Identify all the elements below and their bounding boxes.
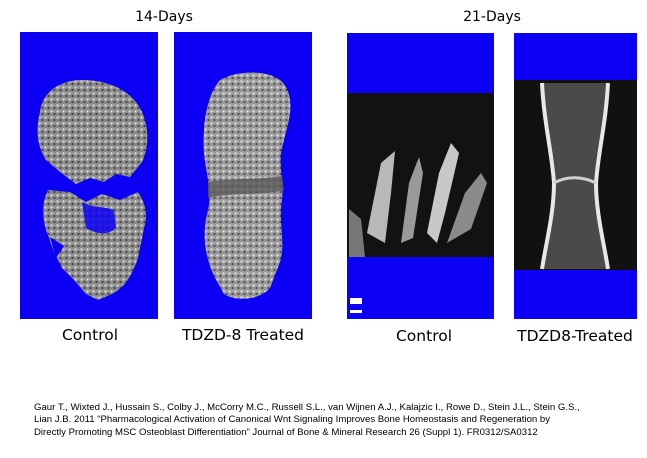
panel-21-days-control [347,33,494,319]
microct-section-21-days-treated [514,80,637,270]
label-14-days-control: Control [61,326,119,344]
group-title-14-days: 14-Days [135,9,193,25]
label-21-days-treated: TDZD8-Treated [517,327,633,345]
citation-line: Lian J.B. 2011 “Pharmacological Activati… [34,414,551,426]
panel-14-days-treated [174,32,312,319]
citation: Gaur T., Wixted J., Hussain S., Colby J.… [34,402,634,439]
label-21-days-control: Control [395,327,453,345]
microct-section-21-days-control [347,93,494,313]
label-14-days-treated: TDZD-8 Treated [181,326,305,344]
panel-14-days-control [20,32,158,319]
bone-render-14-days-treated [203,72,291,299]
citation-line: Directly Promoting MSC Osteoblast Differ… [34,426,538,438]
bone-render-14-days-control [37,80,148,300]
panel-21-days-treated [514,33,637,319]
citation-line: Gaur T., Wixted J., Hussain S., Colby J.… [34,402,580,413]
group-title-21-days: 21-Days [463,9,521,25]
